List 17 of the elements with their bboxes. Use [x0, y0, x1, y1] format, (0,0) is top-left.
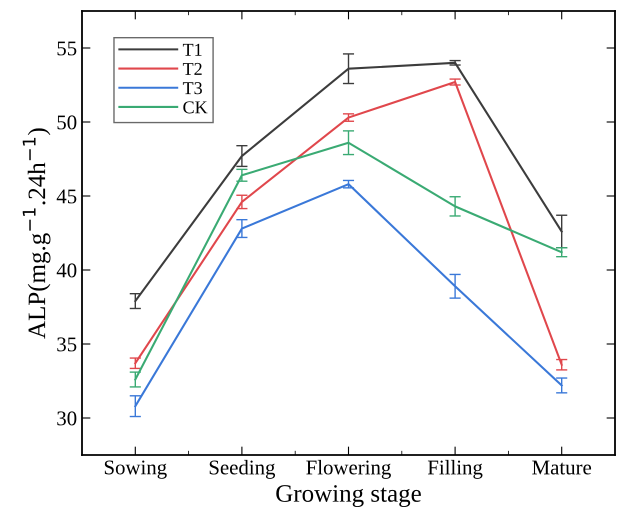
y-tick-label: 45 — [56, 190, 76, 204]
legend-label: T1 — [182, 44, 202, 56]
y-tick-label: 55 — [58, 42, 76, 56]
x-tick-label: Filling — [428, 460, 482, 479]
y-tick-label: 30 — [57, 411, 76, 426]
legend-label: T3 — [182, 82, 202, 94]
legend-label: T2 — [182, 62, 202, 75]
y-axis-title: ALP(mg.g$^{−1}$.24h$^{−1}$) — [22, 128, 50, 339]
y-tick-label: 40 — [56, 263, 76, 278]
x-tick-label: Seeding — [210, 460, 276, 479]
y-tick-label: 35 — [57, 337, 76, 352]
x-axis-title: Growing stage — [276, 485, 421, 508]
legend-label: CK — [183, 101, 208, 114]
y-tick-label: 50 — [58, 115, 76, 130]
x-tick-label: Flowering — [306, 460, 391, 479]
x-tick-label: Sowing — [104, 460, 167, 479]
x-tick-label: Mature — [532, 460, 592, 475]
